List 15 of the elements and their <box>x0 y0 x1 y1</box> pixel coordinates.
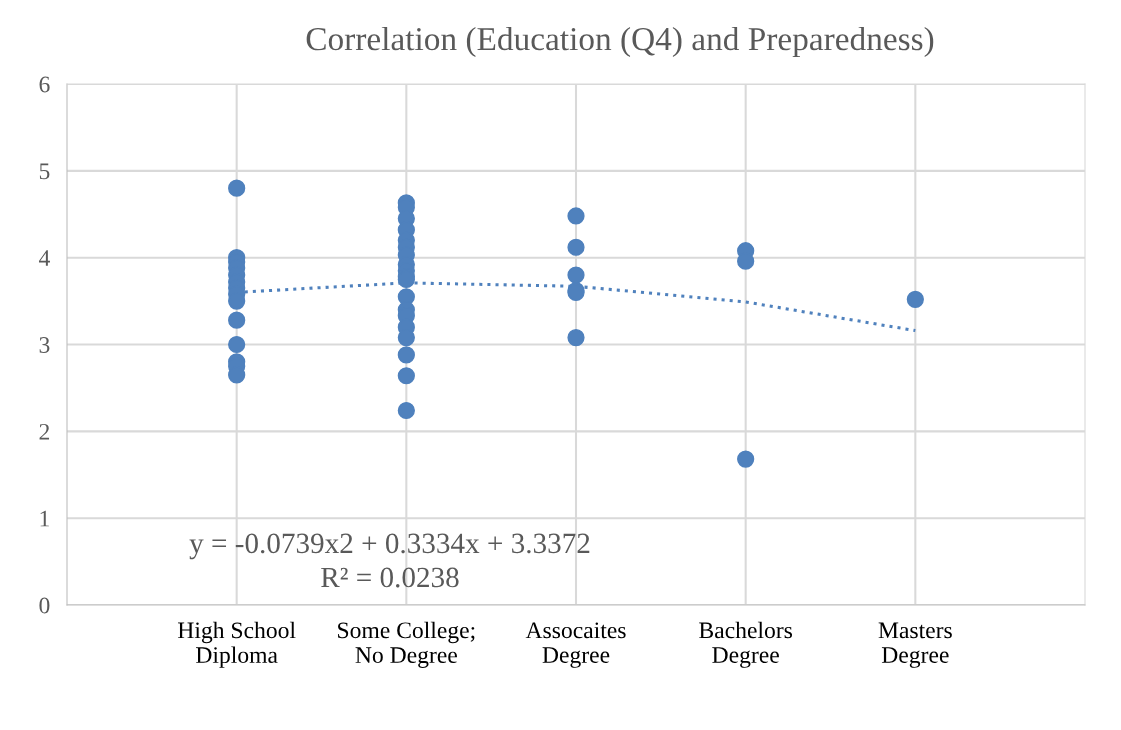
x-tick-label: Assocaites Degree <box>525 622 626 668</box>
y-tick-label: 0 <box>39 597 50 614</box>
y-tick-label: 1 <box>40 510 49 527</box>
x-tick-label: Bachelors Degree <box>699 621 793 668</box>
chart-title: Correlation (Education (Q4) and Preparedness) <box>306 26 934 58</box>
x-tick-label: Some College; No Degree <box>338 621 475 668</box>
y-tick-label: 3 <box>39 337 50 353</box>
y-tick-label: 5 <box>39 163 50 180</box>
annotation: R² = 0.0238 <box>321 567 459 588</box>
x-tick-label: Masters Degree <box>878 622 952 668</box>
annotation: y = -0.0739x2 + 0.3334x + 3.3372 <box>189 533 590 560</box>
y-tick-label: 4 <box>38 250 50 266</box>
y-tick-label: 2 <box>39 423 50 440</box>
x-tick-label: High School Diploma <box>177 621 296 668</box>
y-tick-label: 6 <box>39 76 50 93</box>
